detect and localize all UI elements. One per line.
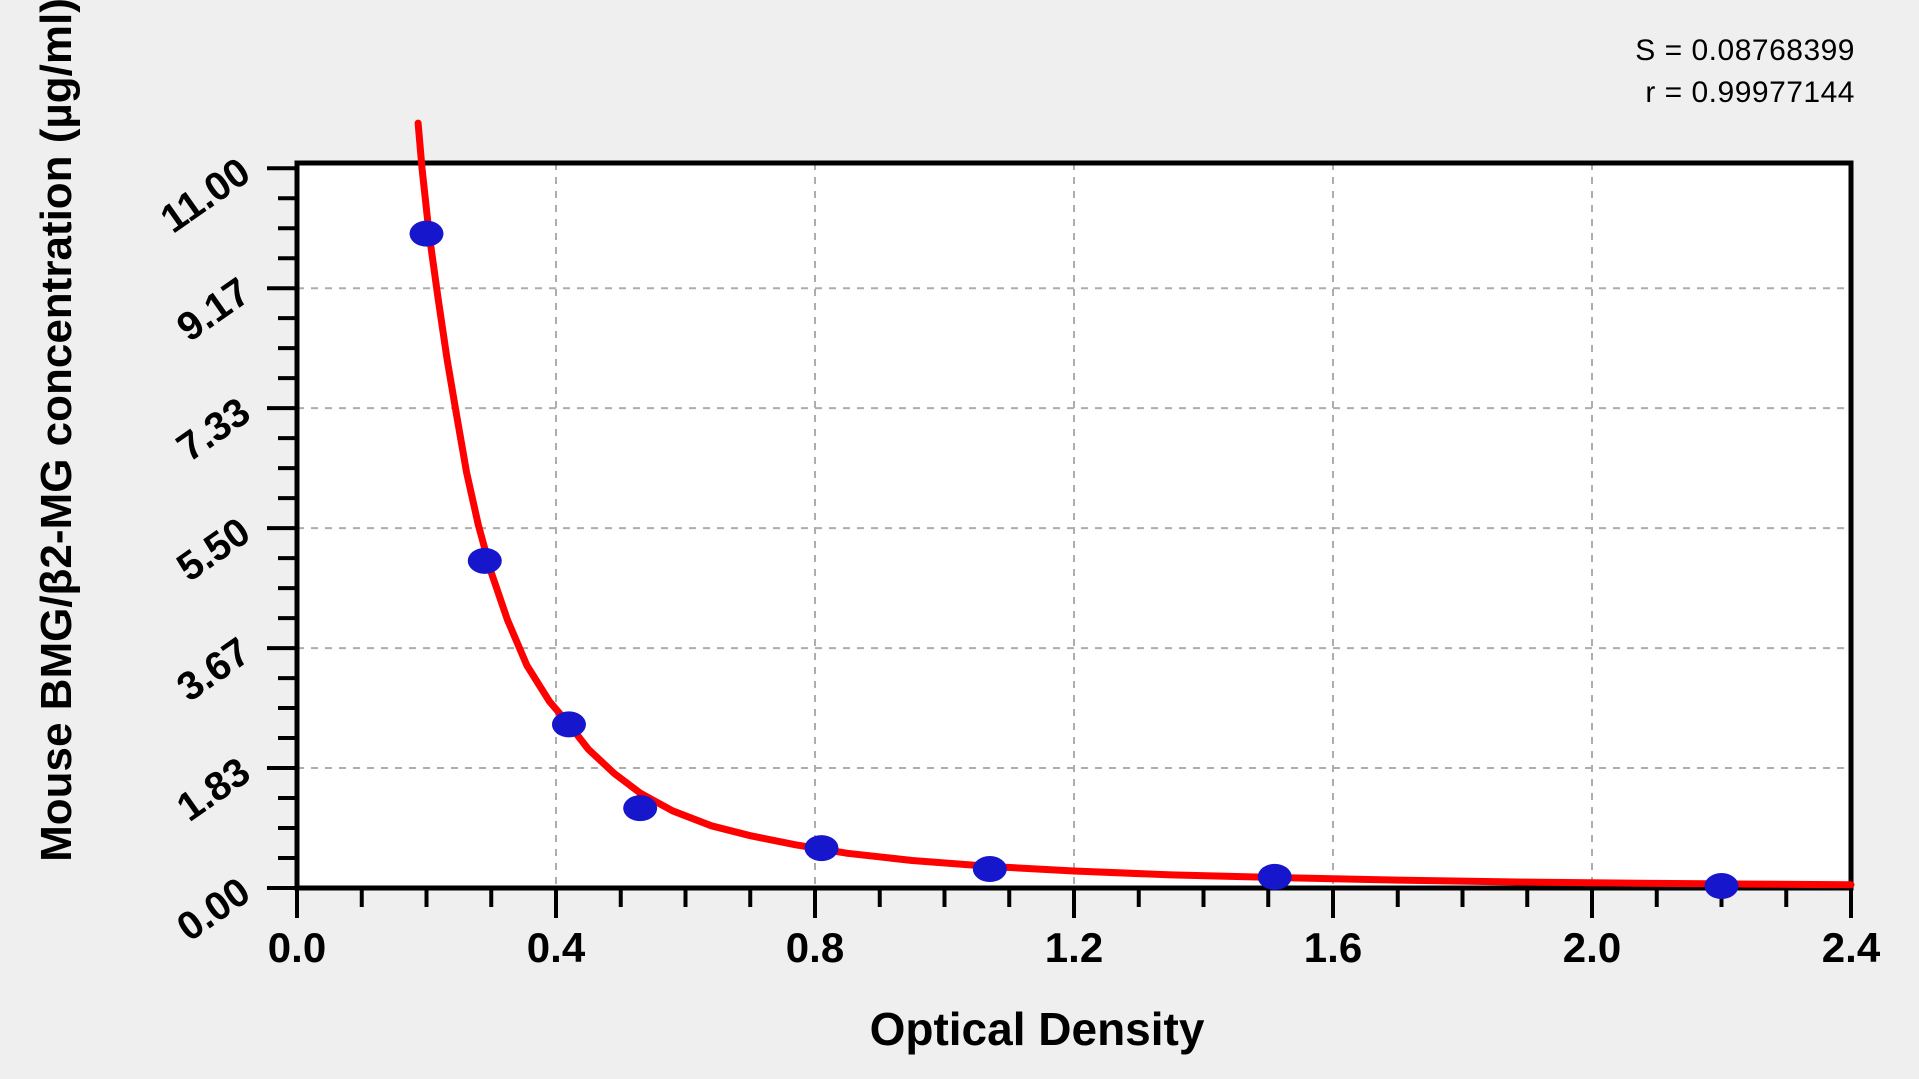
y-tick-label: 7.33 bbox=[169, 389, 258, 470]
x-tick-label: 0.4 bbox=[527, 924, 586, 971]
stat-r-value: r = 0.99977144 bbox=[1645, 76, 1855, 109]
x-tick-label: 0.0 bbox=[268, 924, 326, 971]
y-tick-label: 5.50 bbox=[169, 509, 258, 590]
data-point bbox=[972, 856, 1007, 883]
data-point bbox=[1257, 863, 1292, 890]
data-point bbox=[1704, 873, 1739, 900]
y-tick-label: 1.83 bbox=[169, 749, 258, 830]
data-point bbox=[551, 711, 586, 738]
x-tick-label: 1.2 bbox=[1045, 924, 1103, 971]
data-point bbox=[409, 220, 444, 247]
x-axis-title: Optical Density bbox=[869, 1003, 1205, 1055]
x-tick-label: 1.6 bbox=[1304, 924, 1362, 971]
data-point bbox=[623, 795, 658, 822]
x-tick-label: 0.8 bbox=[786, 924, 844, 971]
stat-s-value: S = 0.08768399 bbox=[1635, 34, 1855, 67]
y-tick-label: 0.00 bbox=[169, 869, 258, 950]
x-tick-label: 2.0 bbox=[1563, 924, 1621, 971]
data-point bbox=[467, 547, 502, 574]
y-tick-label: 11.00 bbox=[153, 150, 258, 242]
x-tick-label: 2.4 bbox=[1822, 924, 1881, 971]
data-point bbox=[804, 835, 839, 862]
fit-statistics: S = 0.08768399 r = 0.99977144 bbox=[1635, 30, 1855, 114]
y-tick-label: 3.67 bbox=[169, 629, 258, 710]
y-tick-label: 9.17 bbox=[169, 270, 258, 351]
y-axis-title: Mouse BMG/β2-MG concentration (µg/ml) bbox=[32, 0, 81, 862]
